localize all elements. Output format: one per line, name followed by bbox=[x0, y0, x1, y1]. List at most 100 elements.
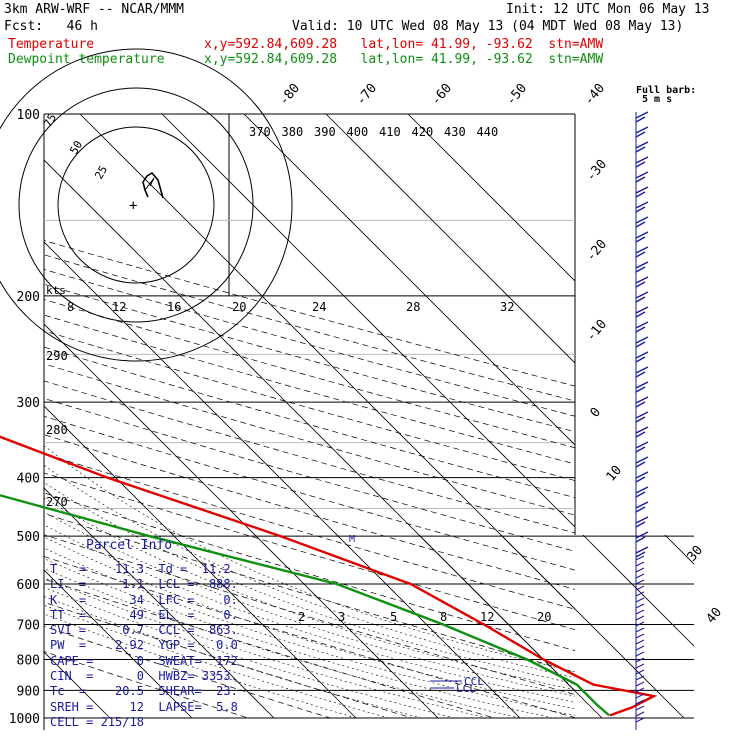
wind-barb bbox=[635, 231, 649, 243]
barb-flag bbox=[635, 401, 646, 408]
wind-barb bbox=[635, 597, 645, 603]
wind-barb bbox=[635, 567, 645, 573]
right-temp-tick: -10 bbox=[584, 317, 611, 345]
parcel-info-row: CIN = 0 HWBZ= 3353. bbox=[50, 669, 238, 684]
barb-flag bbox=[635, 521, 646, 528]
dry-adiabat bbox=[44, 346, 575, 498]
pressure-label: 500 bbox=[17, 530, 40, 545]
top-temp-tick: -60 bbox=[429, 81, 456, 109]
pressure-label: 900 bbox=[17, 684, 40, 699]
wind-barb bbox=[635, 276, 649, 288]
barb-flag bbox=[635, 111, 649, 119]
barb-flag bbox=[635, 291, 649, 299]
barb-flag bbox=[635, 416, 646, 423]
wind-barb bbox=[635, 609, 645, 615]
isotherm-line bbox=[44, 323, 439, 719]
barb-flag bbox=[635, 336, 649, 344]
right-temp-tick: 10 bbox=[604, 463, 626, 485]
valid-time: Valid: 10 UTC Wed 08 May 13 (04 MDT Wed … bbox=[292, 19, 684, 34]
wind-barb bbox=[635, 501, 649, 513]
wind-barb bbox=[635, 687, 645, 693]
parcel-info-row: Tc = 20.5 SHEAR= 23. bbox=[50, 684, 238, 699]
dewpoint-location: x,y=592.84,609.28 lat,lon= 41.99, -93.62… bbox=[204, 52, 604, 67]
theta-label: 280 bbox=[46, 423, 68, 437]
wind-barb bbox=[635, 336, 649, 348]
wind-barb bbox=[635, 651, 645, 657]
barb-flag bbox=[635, 306, 649, 314]
isotherm-line bbox=[161, 114, 575, 528]
top-temp-tick: -70 bbox=[354, 81, 381, 109]
barb-flag bbox=[635, 441, 649, 449]
barb-flag bbox=[635, 411, 649, 419]
right-temp-tick: 0 bbox=[588, 405, 605, 421]
mixing-ratio-label: 2 bbox=[298, 610, 305, 624]
theta-e-label: 420 bbox=[412, 125, 434, 139]
barb-flag bbox=[635, 431, 646, 438]
wind-barb bbox=[635, 621, 645, 627]
wind-barb bbox=[635, 531, 649, 543]
right-temp-tick: -30 bbox=[584, 157, 611, 185]
theta-label: 270 bbox=[46, 495, 68, 509]
wind-barb bbox=[635, 171, 649, 183]
barb-flag bbox=[635, 216, 649, 224]
barb-flag bbox=[635, 266, 646, 273]
barb-flag bbox=[635, 236, 646, 243]
hodo-speed-label: 8 bbox=[67, 300, 74, 314]
parcel-info-title: Parcel Info bbox=[86, 538, 173, 553]
wind-barbs bbox=[635, 111, 649, 730]
dry-adiabat bbox=[44, 269, 575, 417]
mixing-ratio-label: 12 bbox=[480, 610, 494, 624]
barb-flag bbox=[635, 156, 649, 164]
hodo-ring bbox=[18, 87, 254, 323]
parcel-info-row: CELL = 215/18 bbox=[50, 714, 144, 729]
barb-flag bbox=[635, 471, 649, 479]
barb-flag bbox=[635, 326, 646, 333]
isotherm-line bbox=[407, 114, 575, 282]
wind-barb bbox=[635, 561, 645, 567]
wind-barb bbox=[635, 645, 645, 651]
hodo-ring-label: 50 bbox=[67, 139, 85, 157]
barb-flag bbox=[635, 311, 646, 318]
barb-flag bbox=[635, 341, 646, 348]
wind-barb bbox=[635, 639, 645, 645]
wind-barb bbox=[635, 663, 645, 669]
top-temp-tick: -80 bbox=[277, 81, 304, 109]
wind-barb bbox=[635, 201, 649, 213]
barb-flag bbox=[635, 396, 649, 404]
barb-flag bbox=[635, 161, 646, 168]
pressure-label: 1000 bbox=[9, 712, 40, 727]
barb-flag bbox=[635, 476, 646, 483]
barb-flag bbox=[635, 296, 646, 303]
theta-e-label: 430 bbox=[444, 125, 466, 139]
wind-barb bbox=[635, 573, 645, 579]
hodo-origin: + bbox=[129, 198, 137, 214]
sounding-curves bbox=[0, 435, 658, 717]
barb-flag bbox=[635, 321, 649, 329]
isotherm-line bbox=[664, 535, 694, 565]
barb-flag bbox=[635, 201, 649, 209]
hodo-speed-label: 16 bbox=[167, 300, 181, 314]
moist-adiabat bbox=[44, 547, 575, 717]
isotherm-line bbox=[44, 405, 357, 719]
wind-barb bbox=[635, 705, 645, 711]
moist-adiabat bbox=[44, 536, 575, 710]
barb-flag bbox=[635, 221, 646, 228]
wind-barb bbox=[635, 627, 645, 633]
dry-adiabat bbox=[44, 492, 575, 652]
temperature-location: x,y=592.84,609.28 lat,lon= 41.99, -93.62… bbox=[204, 37, 604, 52]
wind-barb bbox=[635, 657, 645, 663]
temperature-curve bbox=[0, 435, 658, 717]
barb-legend-line1: Full barb: bbox=[636, 85, 697, 96]
parcel-info-row: CAPE = 0 SWEAT= 172 bbox=[50, 653, 238, 668]
wind-barb bbox=[635, 471, 649, 483]
barb-flag bbox=[635, 456, 649, 464]
moist-adiabat bbox=[44, 558, 553, 719]
mixing-ratio-label: 3 bbox=[338, 610, 345, 624]
dry-adiabat bbox=[44, 472, 575, 631]
pressure-label: 300 bbox=[17, 396, 40, 411]
barb-flag bbox=[635, 191, 646, 198]
barb-flag bbox=[635, 251, 646, 258]
wind-barb bbox=[635, 555, 645, 561]
barb-flag bbox=[635, 506, 646, 513]
